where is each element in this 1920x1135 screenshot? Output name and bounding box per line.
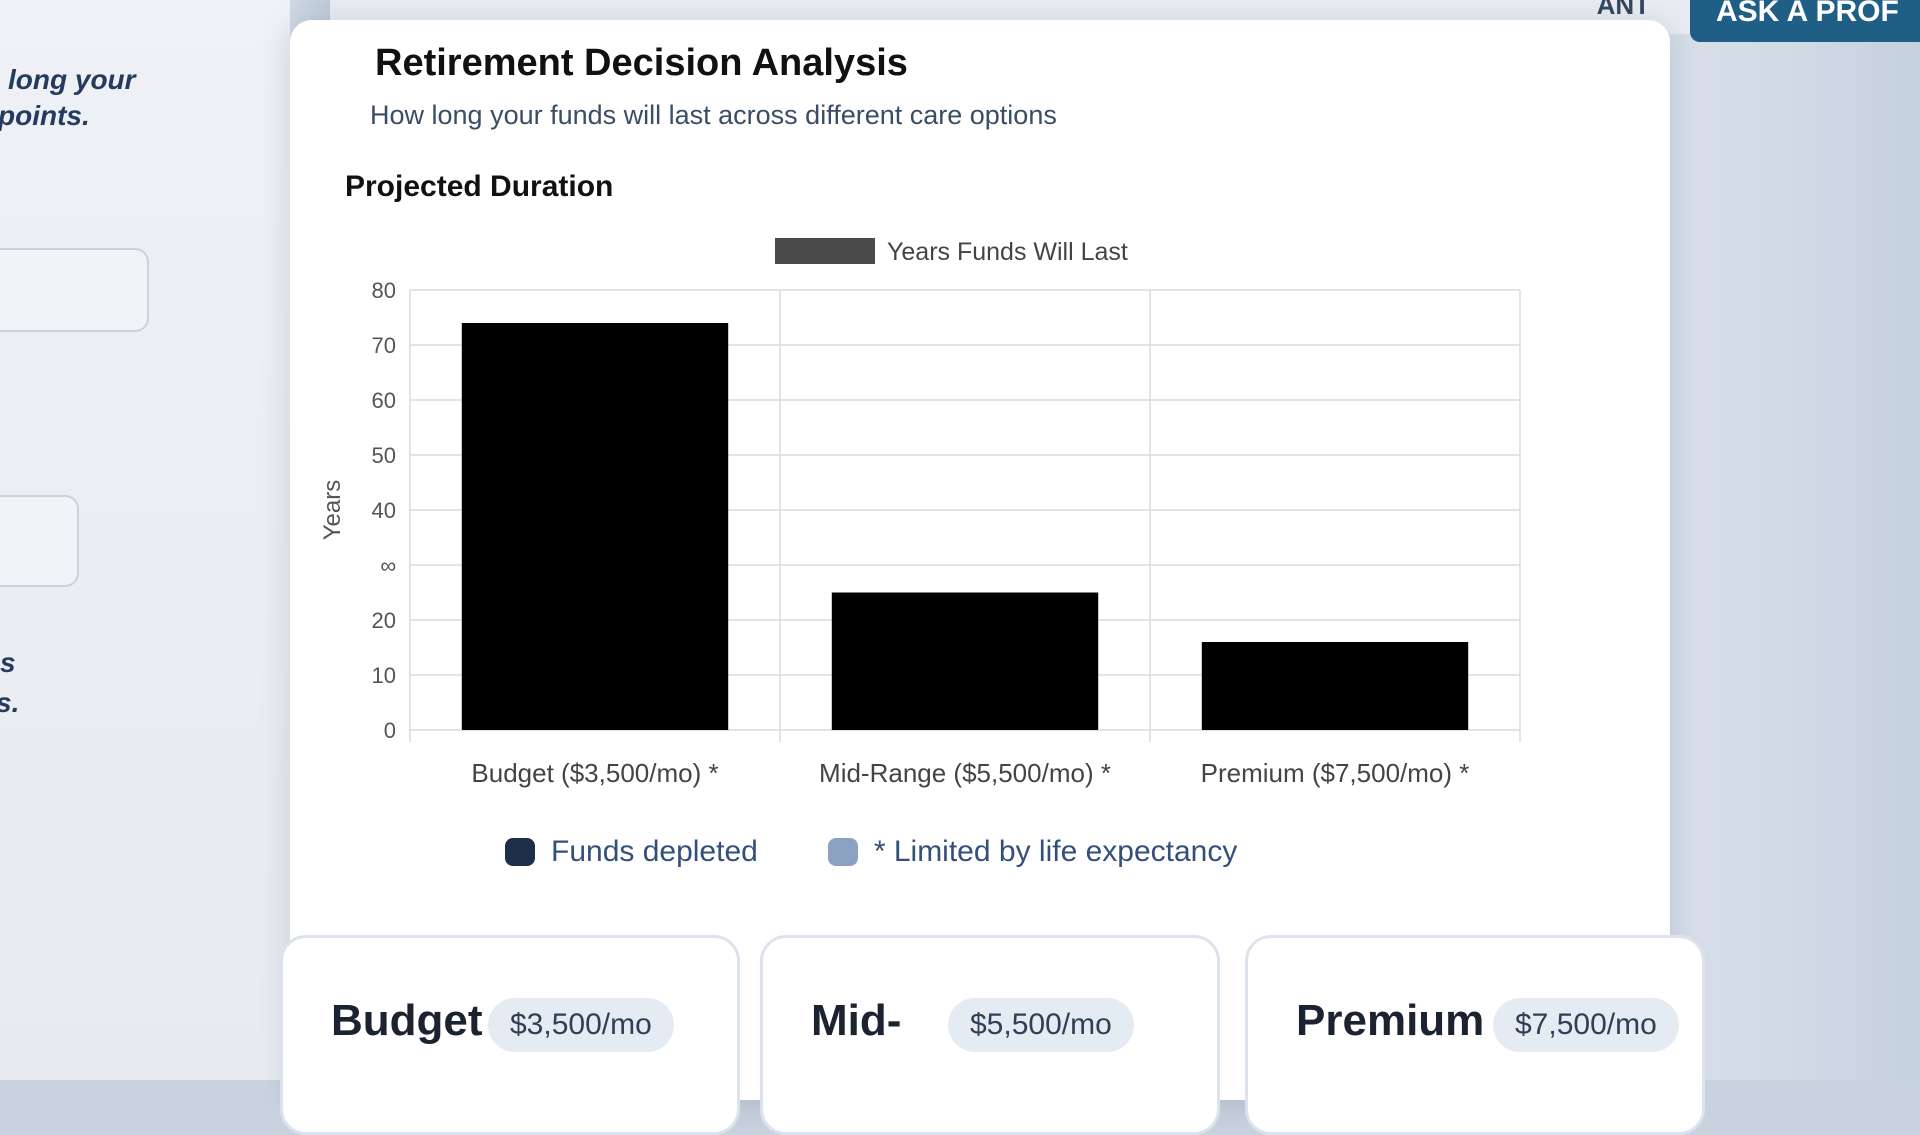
- legend-dot-icon: [505, 838, 535, 866]
- option-card-premium[interactable]: Premium $7,500/mo: [1245, 935, 1705, 1135]
- y-tick-label: 10: [372, 663, 396, 688]
- ask-a-professional-button[interactable]: ASK A PROF: [1690, 0, 1920, 42]
- y-tick-label: 80: [372, 278, 396, 303]
- sidebar-input-box[interactable]: [0, 248, 149, 332]
- option-price-badge: $7,500/mo: [1493, 998, 1679, 1052]
- legend-dot-icon: [828, 838, 858, 866]
- header-menu-label[interactable]: ANT: [1597, 0, 1650, 21]
- bar-2: [1202, 642, 1468, 730]
- y-tick-label: 50: [372, 443, 396, 468]
- x-tick-label: Budget ($3,500/mo) *: [471, 758, 718, 788]
- option-price-badge: $5,500/mo: [948, 998, 1134, 1052]
- bar-1: [832, 593, 1098, 731]
- sidebar-text-line: s: [0, 645, 16, 681]
- legend-swatch: [775, 238, 875, 264]
- x-tick-label: Premium ($7,500/mo) *: [1201, 758, 1470, 788]
- legend-series-label: Years Funds Will Last: [887, 238, 1128, 266]
- legend-label: * Limited by life expectancy: [874, 835, 1238, 869]
- option-name: Mid-: [811, 996, 901, 1046]
- option-card-mid-range[interactable]: Mid- $5,500/mo: [760, 935, 1220, 1135]
- y-axis-title: Years: [319, 480, 346, 541]
- y-tick-label: 70: [372, 333, 396, 358]
- sidebar-text-line: points.: [0, 98, 90, 134]
- sidebar-text-line: long your: [8, 62, 136, 98]
- sidebar-text-line: s.: [0, 685, 19, 721]
- y-tick-label: ∞: [380, 553, 396, 578]
- y-tick-label: 60: [372, 388, 396, 413]
- legend-label: Funds depleted: [551, 835, 758, 869]
- y-tick-label: 0: [384, 718, 396, 743]
- duration-bar-chart: 0 10 20 ∞ 40 50 60 70 80 Years Budget ($3,500/mo) …: [290, 20, 1670, 820]
- option-price-badge: $3,500/mo: [488, 998, 674, 1052]
- legend-funds-depleted: Funds depleted: [505, 835, 758, 869]
- bar-0: [462, 323, 728, 730]
- x-tick-label: Mid-Range ($5,500/mo) *: [819, 758, 1111, 788]
- legend-limited-life: * Limited by life expectancy: [828, 835, 1238, 869]
- y-tick-label: 20: [372, 608, 396, 633]
- chart-notes-legend: Funds depleted * Limited by life expecta…: [505, 835, 1237, 869]
- option-card-budget[interactable]: Budget $3,500/mo: [280, 935, 740, 1135]
- left-sidebar: long your points. s s.: [0, 0, 290, 1080]
- option-name: Premium: [1296, 996, 1484, 1046]
- y-tick-label: 40: [372, 498, 396, 523]
- sidebar-input-box[interactable]: [0, 495, 79, 587]
- analysis-card: Retirement Decision Analysis How long yo…: [290, 20, 1670, 1100]
- option-name: Budget: [331, 996, 483, 1046]
